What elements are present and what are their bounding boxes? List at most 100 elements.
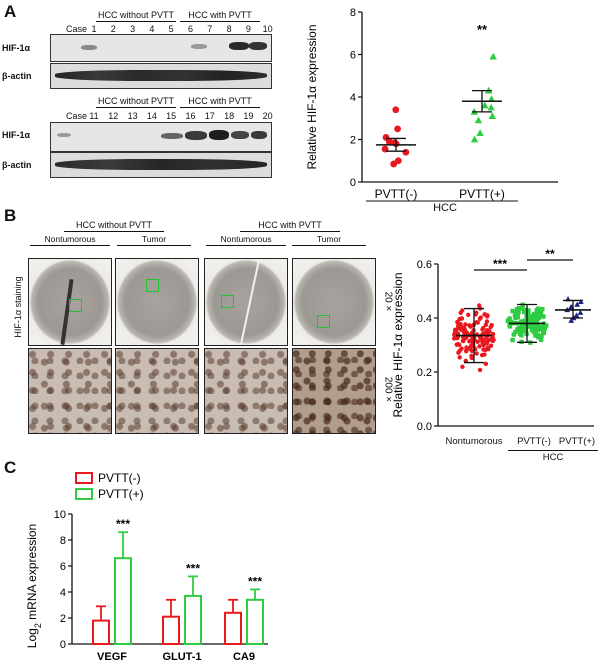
data-point	[488, 343, 494, 348]
data-point	[535, 332, 540, 338]
band	[251, 131, 267, 139]
blot-top-hif-label: HIF-1α	[2, 43, 31, 53]
data-point	[475, 339, 480, 344]
band	[185, 131, 207, 140]
data-point	[477, 316, 483, 321]
case-number: 17	[204, 111, 215, 121]
data-point	[529, 313, 534, 319]
x-tick-label: PVTT(+)	[459, 187, 505, 201]
data-point	[458, 324, 464, 329]
band	[55, 159, 267, 170]
chart-b-group-label: HCC	[542, 452, 564, 463]
case-number: 10	[262, 24, 273, 34]
case-number: 19	[243, 111, 254, 121]
data-point	[536, 335, 541, 340]
group-bracket	[508, 450, 598, 451]
data-point	[456, 350, 461, 355]
band	[249, 42, 267, 50]
case-number: 9	[245, 24, 251, 34]
ihc-side-label: HIF-1α staining	[13, 276, 23, 338]
data-point	[528, 324, 533, 329]
y-tick-label: 2	[60, 613, 66, 625]
data-point	[394, 125, 401, 133]
case-number: 15	[166, 111, 177, 121]
case-number: 7	[207, 24, 213, 34]
data-point	[469, 353, 474, 359]
data-point	[531, 311, 537, 317]
data-point	[568, 317, 575, 323]
ihc-high-tumor-2	[292, 348, 376, 434]
roi-box	[221, 295, 234, 308]
data-point	[483, 361, 489, 367]
case-number: 5	[168, 24, 174, 34]
data-point	[469, 343, 474, 349]
data-point	[474, 320, 479, 325]
ihc-low-tumor-1	[115, 258, 199, 346]
data-point	[526, 308, 531, 314]
data-point	[469, 338, 474, 343]
data-point	[476, 129, 484, 137]
blot-bottom-group-with: HCC with PVTT	[180, 96, 260, 108]
data-point	[467, 323, 472, 328]
case-number: 16	[185, 111, 196, 121]
data-point	[516, 306, 522, 311]
data-point	[482, 312, 487, 317]
y-tick-label: 2	[350, 135, 356, 147]
data-point	[477, 344, 482, 349]
data-point	[507, 322, 512, 328]
y-tick-label: 10	[54, 509, 66, 521]
data-point	[519, 306, 525, 311]
blot-bottom-actin-label: β-actin	[2, 160, 32, 170]
data-point	[487, 103, 495, 111]
data-point	[535, 327, 541, 333]
roi-box	[317, 315, 330, 328]
case-number: 8	[226, 24, 232, 34]
data-point	[455, 335, 460, 341]
case-number: 14	[146, 111, 157, 121]
data-point	[463, 348, 469, 354]
data-point	[469, 348, 475, 354]
data-point	[513, 329, 518, 335]
band	[191, 44, 207, 49]
y-tick-label: 4	[60, 587, 66, 599]
data-point	[479, 352, 485, 358]
x-tick-label: PVTT(+)	[558, 436, 596, 447]
bar	[162, 615, 180, 645]
data-point	[544, 323, 549, 328]
ihc-sub-nontumorous-1: Nontumorous	[30, 234, 110, 246]
data-point	[522, 318, 527, 323]
x-tick-label: GLUT-1	[162, 651, 201, 663]
data-point	[510, 308, 515, 314]
data-point	[483, 322, 489, 328]
blot-bottom-hif-label: HIF-1α	[2, 130, 31, 140]
data-point	[513, 315, 518, 320]
chart-b: 0.0 0.2 0.4 0.6 Relative HIF-1α expression **…	[391, 247, 594, 433]
vessel	[60, 279, 74, 345]
significance-label: ***	[493, 257, 507, 271]
data-point	[537, 313, 543, 319]
data-point	[484, 319, 490, 324]
data-point	[402, 148, 410, 156]
data-point	[488, 337, 493, 342]
data-point	[460, 364, 465, 370]
data-point	[466, 312, 471, 318]
data-point	[541, 330, 546, 335]
ihc-sub-tumor-1: Tumor	[117, 234, 191, 246]
ihc-group-without: HCC without PVTT	[64, 220, 164, 232]
blot-bottom-case-label: Case	[66, 111, 88, 121]
y-axis-label: Relative HIF-1α expression	[305, 25, 319, 170]
data-point	[529, 318, 535, 323]
legend-swatch	[75, 488, 93, 500]
data-point	[505, 318, 511, 323]
data-point	[474, 351, 479, 356]
data-point	[474, 116, 483, 124]
y-axis-label: Relative HIF-1α expression	[391, 273, 405, 418]
blot-top-hif	[50, 34, 272, 62]
blot-top-case-label: Case	[66, 24, 88, 34]
ihc-sub-tumor-2: Tumor	[292, 234, 366, 246]
roi-box	[146, 279, 159, 292]
blot-top-group-without: HCC without PVTT	[96, 10, 176, 22]
y-tick-label: 0.0	[417, 421, 432, 433]
data-point	[470, 135, 479, 143]
panel-label-b: B	[4, 206, 17, 225]
